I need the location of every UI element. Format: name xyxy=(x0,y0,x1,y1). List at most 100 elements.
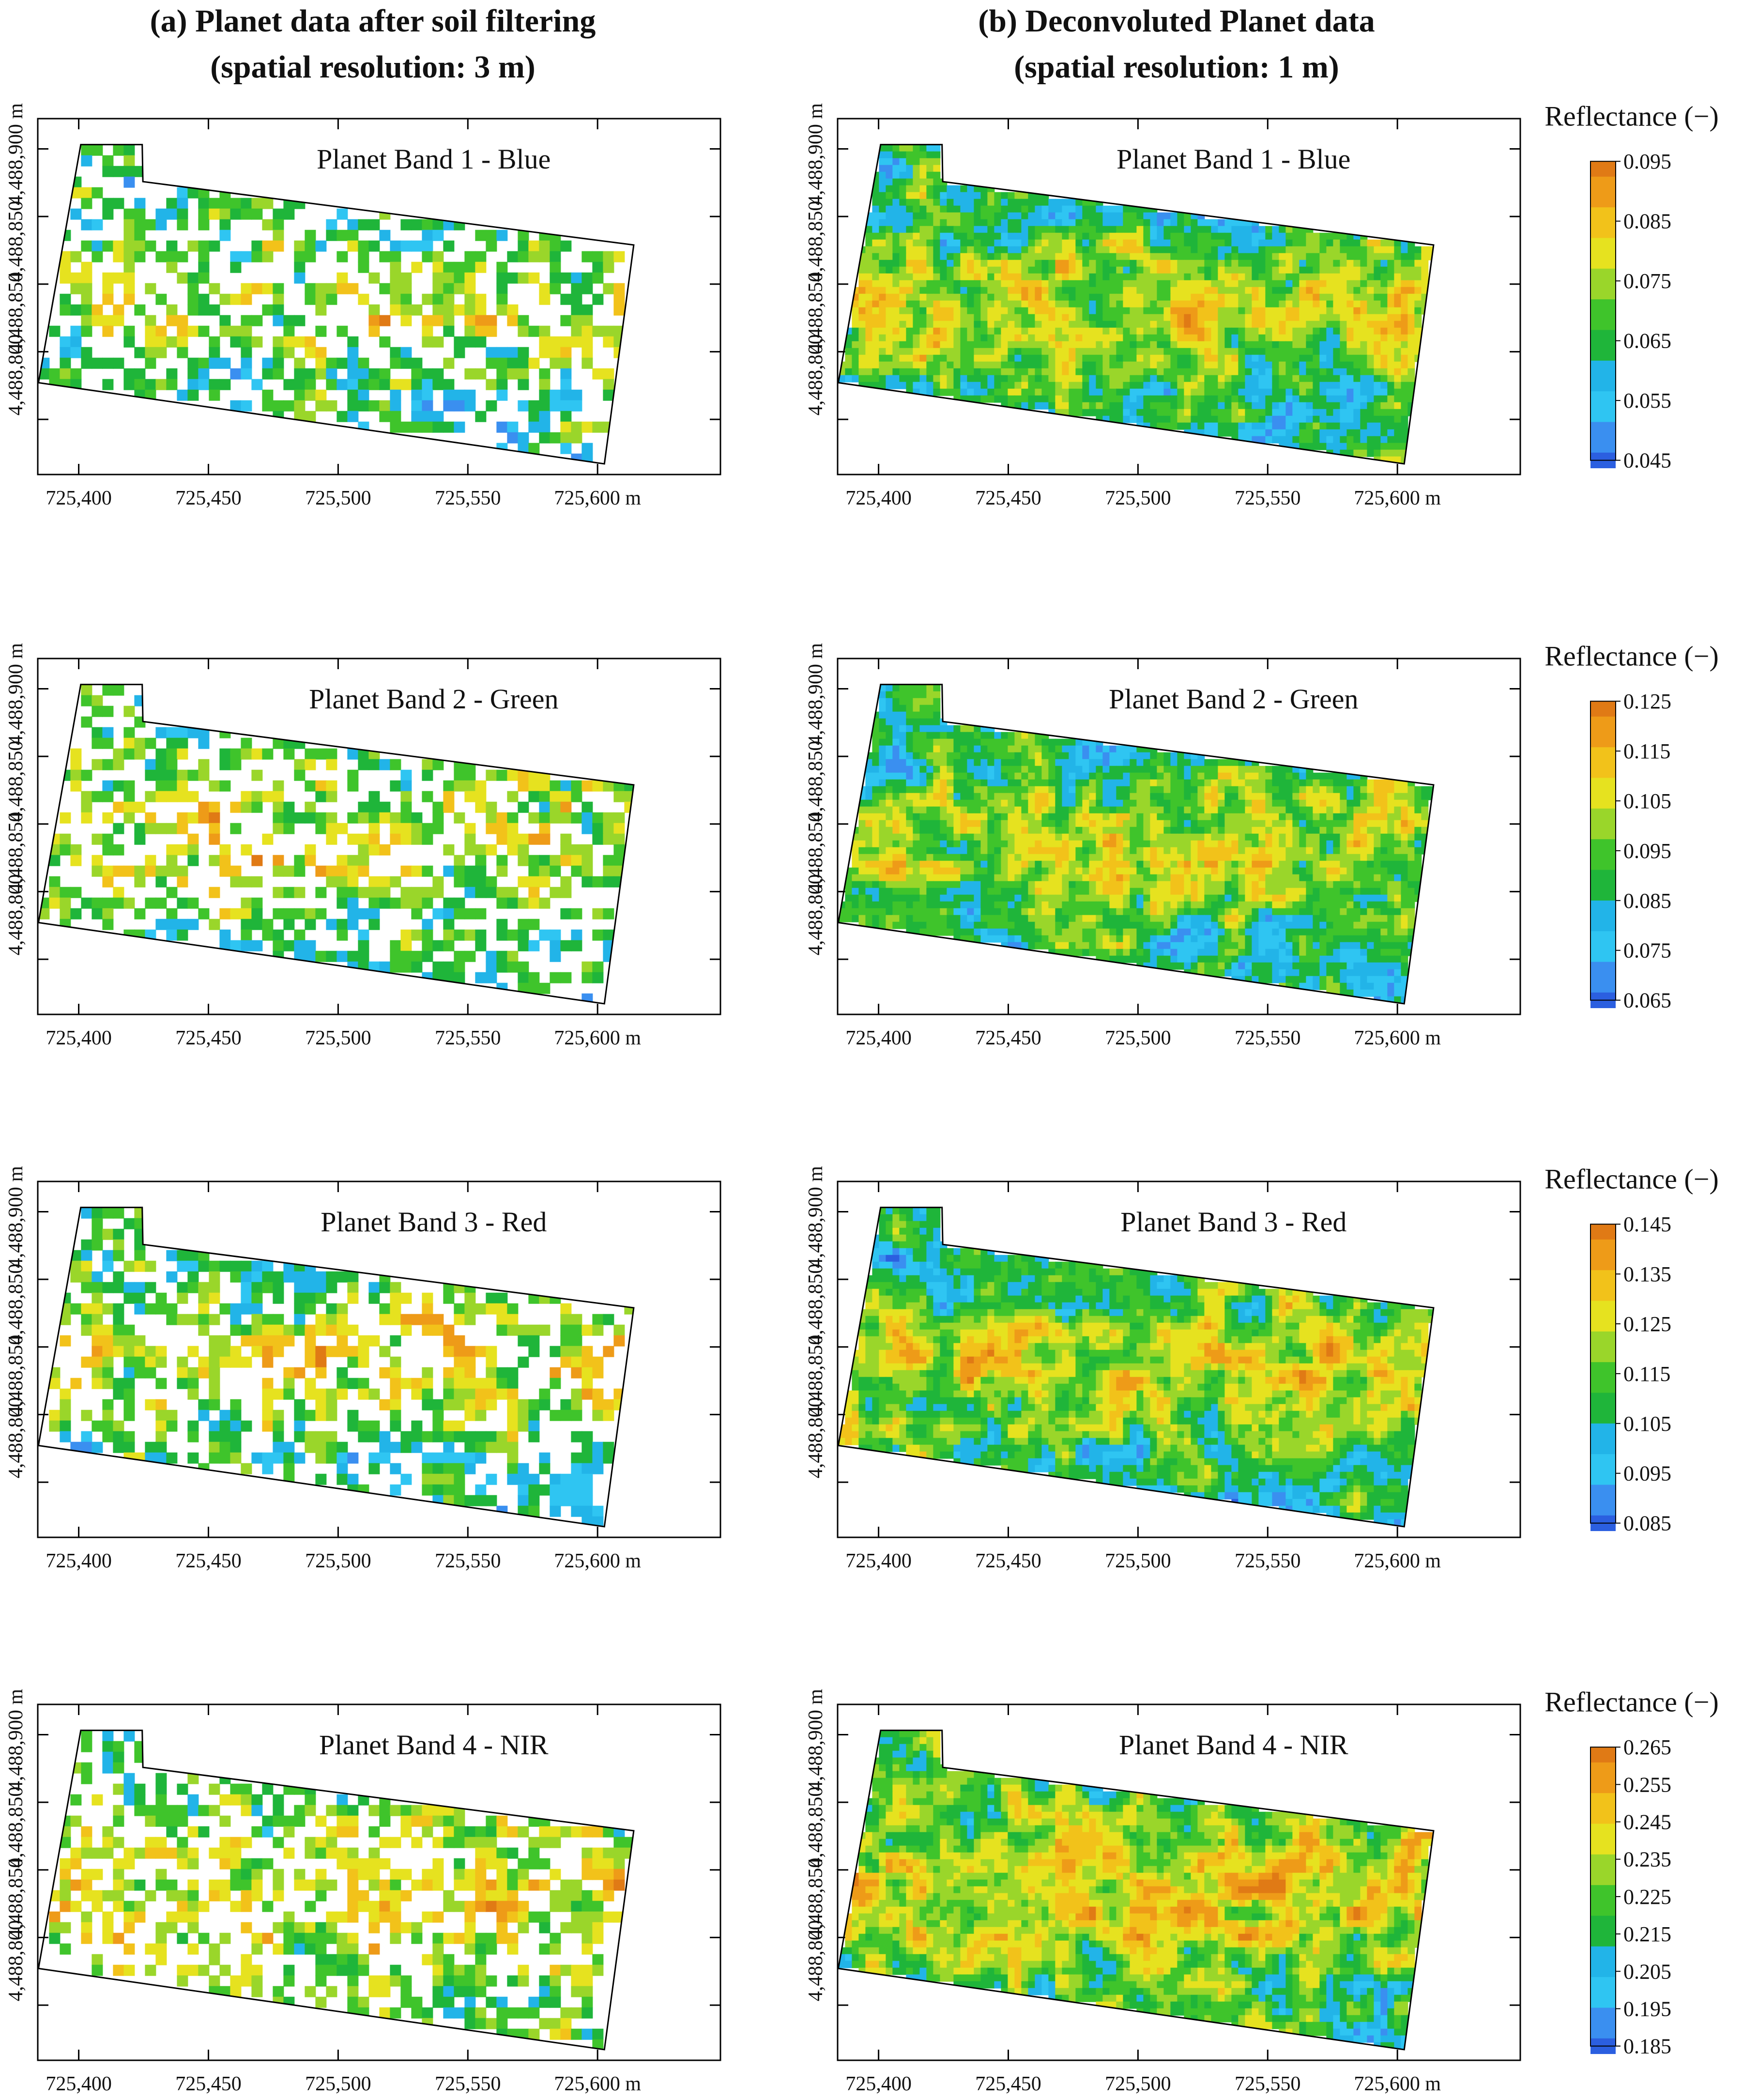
panel-title: Planet Band 1 - Blue xyxy=(317,143,550,175)
legend-color-step xyxy=(1590,984,1616,993)
x-tick-label: 725,500 xyxy=(1105,1550,1171,1572)
y-tick-label: 4,488,850 xyxy=(805,201,827,282)
legend-color-step xyxy=(1590,245,1616,254)
legend-color-step xyxy=(1590,831,1616,840)
legend-color-step xyxy=(1590,1954,1616,1962)
legend-label: 0.265 xyxy=(1623,1735,1671,1759)
legend-color-step xyxy=(1590,1224,1616,1232)
legend-color-step xyxy=(1590,801,1616,809)
legend-color-step xyxy=(1590,284,1616,292)
x-tick-label: 725,550 xyxy=(1235,1550,1301,1572)
legend-color-step xyxy=(1590,770,1616,779)
panels: 725,400 725,450 725,500 725,550 725,600 m 4,4… xyxy=(5,101,1719,2095)
x-tick-label: 725,400 xyxy=(845,1027,912,1049)
legend-color-step xyxy=(1590,230,1616,239)
legend-label: 0.115 xyxy=(1623,739,1670,763)
column-b-title-line1: (b) Deconvoluted Planet data xyxy=(978,3,1375,39)
x-tick-label: 725,550 xyxy=(1235,2073,1301,2095)
legend-color-step xyxy=(1590,1454,1616,1462)
legend-color-step xyxy=(1590,1847,1616,1855)
legend-color-step xyxy=(1590,1354,1616,1363)
legend-color-step xyxy=(1590,2023,1616,2031)
legend-color-step xyxy=(1590,1316,1616,1324)
legend-color-step xyxy=(1590,460,1616,469)
legend-color-step xyxy=(1590,846,1616,855)
legend-color-step xyxy=(1590,1385,1616,1394)
x-tick-label: 725,450 xyxy=(175,1550,242,1572)
map-panel: 725,400 725,450 725,500 725,550 725,600 m 4,4… xyxy=(5,1689,721,2095)
legend-color-step xyxy=(1590,1408,1616,1416)
legend-color-step xyxy=(1590,2046,1616,2054)
reflectance-raster xyxy=(38,144,625,464)
field-boundary xyxy=(837,684,1435,1005)
map-panel: 725,400 725,450 725,500 725,550 725,600 m 4,4… xyxy=(5,1166,721,1572)
legend-color-step xyxy=(1590,1377,1616,1386)
legend-color-step xyxy=(1590,1984,1616,1993)
legend-color-step xyxy=(1590,916,1616,924)
legend-color-step xyxy=(1590,2008,1616,2016)
x-tick-label: 725,500 xyxy=(305,1550,371,1572)
legend-color-step xyxy=(1590,977,1616,985)
legend-color-step xyxy=(1590,452,1616,461)
panel-title: Planet Band 3 - Red xyxy=(1120,1206,1346,1238)
legend-color-step xyxy=(1590,353,1616,361)
x-tick-label: 725,550 xyxy=(1235,487,1301,509)
reflectance-raster xyxy=(49,1730,634,2050)
legend-color-step xyxy=(1590,870,1616,878)
legend-title: Reflectance (−) xyxy=(1544,1686,1719,1718)
legend-color-step xyxy=(1590,1400,1616,1409)
y-tick-label: 4,488,900 m xyxy=(805,1166,827,1269)
legend-color-step xyxy=(1590,1755,1616,1763)
legend-color-step xyxy=(1590,1431,1616,1440)
x-tick-label: 725,450 xyxy=(175,2073,242,2095)
legend-color-step xyxy=(1590,1938,1616,1947)
legend-color-step xyxy=(1590,299,1616,307)
legend-color-step xyxy=(1590,724,1616,733)
y-tick-label: 4,488,850 xyxy=(5,1858,27,1939)
legend-label: 0.115 xyxy=(1623,1362,1670,1386)
legend-color-step xyxy=(1590,314,1616,323)
legend-title: Reflectance (−) xyxy=(1544,1164,1719,1195)
x-tick-label: 725,600 m xyxy=(1354,487,1441,509)
legend-color-step xyxy=(1590,184,1616,193)
panel-title: Planet Band 4 - NIR xyxy=(319,1729,549,1761)
legend-color-step xyxy=(1590,176,1616,185)
legend-color-step xyxy=(1590,778,1616,786)
legend-color-step xyxy=(1590,1877,1616,1885)
x-tick-label: 725,600 m xyxy=(554,1027,641,1049)
y-tick-label: 4,488,900 m xyxy=(5,1689,27,1792)
legend-color-step xyxy=(1590,1885,1616,1893)
legend-color-step xyxy=(1590,1854,1616,1863)
legend-color-step xyxy=(1590,161,1616,169)
legend-color-step xyxy=(1590,360,1616,369)
legend-color-step xyxy=(1590,337,1616,346)
column-b-title-line2: (spatial resolution: 1 m) xyxy=(1014,49,1339,85)
legend-color-step xyxy=(1590,222,1616,231)
legend-color-step xyxy=(1590,1839,1616,1847)
y-tick-label: 4,488,850 xyxy=(5,1787,27,1868)
x-tick-label: 725,550 xyxy=(1235,1027,1301,1049)
y-tick-label: 4,488,900 m xyxy=(5,1166,27,1269)
legend-color-step xyxy=(1590,1239,1616,1248)
x-tick-label: 725,500 xyxy=(1105,2073,1171,2095)
legend-color-step xyxy=(1590,877,1616,886)
x-tick-label: 725,600 m xyxy=(554,1550,641,1572)
legend-label: 0.125 xyxy=(1623,1312,1671,1336)
legend-color-step xyxy=(1590,322,1616,331)
column-a-title-line2: (spatial resolution: 3 m) xyxy=(210,49,535,85)
legend-color-step xyxy=(1590,739,1616,748)
legend-color-step xyxy=(1590,931,1616,939)
field-boundary xyxy=(37,1730,635,2051)
legend-color-step xyxy=(1590,1762,1616,1771)
legend-color-step xyxy=(1590,1270,1616,1278)
legend-color-step xyxy=(1590,1816,1616,1824)
legend-color-step xyxy=(1590,399,1616,407)
legend-color-step xyxy=(1590,1892,1616,1901)
legend-color-step xyxy=(1590,215,1616,223)
legend-color-step xyxy=(1590,900,1616,909)
y-tick-label: 4,488,850 xyxy=(805,1787,827,1868)
legend-color-step xyxy=(1590,1278,1616,1286)
legend-label: 0.195 xyxy=(1623,1997,1671,2021)
legend-color-step xyxy=(1590,192,1616,200)
legend-color-step xyxy=(1590,824,1616,832)
